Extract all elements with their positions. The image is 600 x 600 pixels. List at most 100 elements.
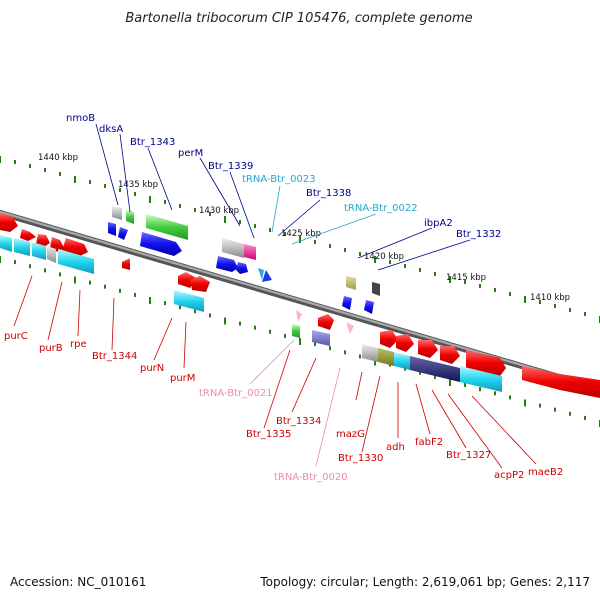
tick-dot xyxy=(344,350,346,355)
label-Btr_1332[interactable]: Btr_1332 xyxy=(456,229,501,240)
label-Btr_1334[interactable]: Btr_1334 xyxy=(276,416,321,427)
tick-dot xyxy=(494,288,496,292)
tick-dot xyxy=(419,268,421,272)
label-ibpA2[interactable]: ibpA2 xyxy=(424,218,453,229)
gene-dark-1[interactable] xyxy=(372,282,380,296)
gene-cyan-5[interactable] xyxy=(174,290,204,312)
tick-labels: 1440 kbp 1435 kbp 1430 kbp 1425 kbp 1420… xyxy=(38,153,570,303)
label-purM[interactable]: purM xyxy=(170,373,195,384)
label-mazG[interactable]: mazG xyxy=(336,429,365,440)
gene-tan-1[interactable] xyxy=(346,276,356,290)
gene-gray-4[interactable] xyxy=(362,344,378,362)
label-purN[interactable]: purN xyxy=(140,363,164,374)
gene-blue-6[interactable] xyxy=(342,296,352,310)
gene-olive-1[interactable] xyxy=(378,348,394,366)
backbone xyxy=(0,209,600,393)
label-tRNA-Btr_0023[interactable]: tRNA-Btr_0023 xyxy=(242,174,316,185)
label-Btr_1338[interactable]: Btr_1338 xyxy=(306,188,351,199)
gene-cyan-trna-1[interactable] xyxy=(258,268,264,280)
label-fabF2[interactable]: fabF2 xyxy=(415,437,443,448)
label-nmoB[interactable]: nmoB xyxy=(66,113,95,124)
gene-blue-4[interactable] xyxy=(216,256,238,272)
gene-gray-3[interactable] xyxy=(222,238,244,258)
gene-red-13[interactable] xyxy=(440,346,460,364)
gene-red-14[interactable] xyxy=(466,350,506,376)
gene-red-11[interactable] xyxy=(396,334,414,352)
label-Btr_1339[interactable]: Btr_1339 xyxy=(208,161,253,172)
gene-cyan-3[interactable] xyxy=(32,242,46,260)
gene-cyan-2[interactable] xyxy=(14,238,30,256)
gene-purple-1[interactable] xyxy=(312,330,330,346)
bottom-connectors xyxy=(13,275,537,469)
label-rpe[interactable]: rpe xyxy=(70,339,87,350)
label-acpP2[interactable]: acpP2 xyxy=(494,470,524,481)
gene-blue-7[interactable] xyxy=(364,300,374,314)
gene-red-1[interactable] xyxy=(0,213,18,232)
gene-cyan-4[interactable] xyxy=(58,249,94,274)
gene-red-2[interactable] xyxy=(20,229,36,241)
tick-dot xyxy=(284,333,286,338)
label-Btr_1330[interactable]: Btr_1330 xyxy=(338,453,383,464)
label-Btr_1335[interactable]: Btr_1335 xyxy=(246,429,291,440)
label-Btr_1327[interactable]: Btr_1327 xyxy=(446,450,491,461)
gene-green-1[interactable] xyxy=(126,210,134,224)
gene-red-5[interactable] xyxy=(62,238,88,256)
gene-trna-pink-2[interactable] xyxy=(346,322,354,334)
tick-dot xyxy=(539,300,541,304)
gene-green-2[interactable] xyxy=(146,214,188,240)
tick-dot xyxy=(329,346,331,351)
gene-navy-1[interactable] xyxy=(410,356,460,382)
tick-dot xyxy=(239,220,241,224)
tick-dot xyxy=(239,321,241,326)
gene-cyan-6[interactable] xyxy=(394,352,410,370)
tick-label-1410: 1410 kbp xyxy=(530,293,570,303)
label-purC[interactable]: purC xyxy=(4,331,28,342)
label-Btr_1343[interactable]: Btr_1343 xyxy=(130,137,175,148)
gene-cyan-7[interactable] xyxy=(460,366,502,392)
tick-dot xyxy=(389,260,391,264)
label-tRNA-Btr_0022[interactable]: tRNA-Btr_0022 xyxy=(344,203,418,214)
tick-dot xyxy=(404,264,406,268)
summary-text: Topology: circular; Length: 2,619,061 bp… xyxy=(259,575,590,589)
gene-red-6[interactable] xyxy=(122,258,130,270)
gene-pink-1[interactable] xyxy=(244,244,256,260)
tick-dot xyxy=(554,304,556,308)
tick-dot xyxy=(464,383,466,388)
gene-red-9[interactable] xyxy=(318,314,334,330)
label-purB[interactable]: purB xyxy=(39,343,63,354)
gene-red-8[interactable] xyxy=(190,276,210,292)
tick-dot xyxy=(524,399,526,407)
label-dksA[interactable]: dksA xyxy=(99,124,123,135)
tick-dot xyxy=(449,276,451,283)
gene-red-10[interactable] xyxy=(380,330,398,348)
gene-gray-2[interactable] xyxy=(112,206,122,220)
label-adh[interactable]: adh xyxy=(386,442,405,453)
gene-blue-3[interactable] xyxy=(140,232,182,256)
gene-red-3[interactable] xyxy=(36,234,50,247)
tick-dot xyxy=(344,248,346,252)
top-connectors xyxy=(95,123,471,271)
tick-dot xyxy=(0,256,1,263)
gene-trna-pink-1[interactable] xyxy=(296,310,302,322)
label-tRNA-Btr_0020[interactable]: tRNA-Btr_0020 xyxy=(274,472,348,483)
tick-label-1425: 1425 kbp xyxy=(281,229,321,239)
gene-blue-5[interactable] xyxy=(236,262,248,274)
gene-cyan-1[interactable] xyxy=(0,235,12,252)
tick-dot xyxy=(149,196,151,203)
gene-blue-1[interactable] xyxy=(108,222,116,236)
gene-red-12[interactable] xyxy=(418,340,438,358)
label-perM[interactable]: perM xyxy=(178,148,203,159)
tick-dot xyxy=(209,212,211,216)
tick-dot xyxy=(74,276,76,284)
gene-blue-2[interactable] xyxy=(118,227,128,240)
label-Btr_1344[interactable]: Btr_1344 xyxy=(92,351,137,362)
gene-red-15[interactable] xyxy=(522,366,600,398)
tick-dot xyxy=(374,256,376,263)
gene-gray-1[interactable] xyxy=(47,246,56,263)
gene-blue-trna-2[interactable] xyxy=(262,270,272,282)
label-tRNA-Btr_0021[interactable]: tRNA-Btr_0021 xyxy=(199,388,273,399)
label-maeB2[interactable]: maeB2 xyxy=(528,467,563,478)
gene-green-3[interactable] xyxy=(292,324,300,338)
tick-dot xyxy=(104,184,106,188)
tick-dot xyxy=(44,268,46,273)
